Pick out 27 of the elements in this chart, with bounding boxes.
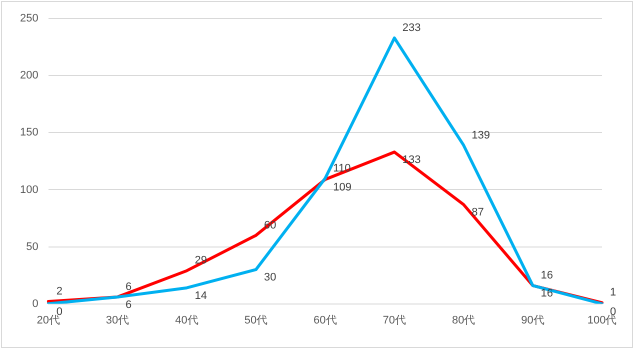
data-label: 1 (610, 286, 616, 299)
data-label: 233 (402, 22, 421, 34)
data-label: 109 (333, 181, 352, 194)
y-tick-label: 50 (26, 240, 38, 253)
y-tick-label: 100 (20, 184, 38, 196)
data-label: 30 (264, 272, 276, 284)
x-tick-label: 40代 (175, 314, 198, 326)
data-label: 16 (540, 270, 554, 282)
x-tick-label: 70代 (382, 314, 406, 326)
y-tick-label: 200 (20, 70, 38, 82)
x-tick-label: 80代 (452, 314, 476, 326)
x-tick-label: 90代 (521, 314, 544, 326)
y-tick-label: 0 (32, 298, 38, 310)
x-tick-label: 30代 (106, 314, 130, 326)
data-label: 14 (194, 290, 208, 302)
data-label: 6 (126, 298, 132, 311)
data-label: 2 (56, 286, 62, 298)
data-label: 110 (333, 162, 351, 174)
y-tick-label: 150 (20, 126, 38, 139)
x-tick-label: 50代 (244, 314, 268, 326)
data-label: 16 (540, 288, 554, 300)
data-label: 139 (472, 129, 490, 142)
data-label: 87 (472, 206, 484, 219)
x-tick-label: 100代 (587, 314, 617, 326)
x-tick-label: 60代 (314, 314, 337, 326)
data-label: 6 (126, 280, 132, 293)
y-tick-label: 250 (20, 12, 38, 25)
